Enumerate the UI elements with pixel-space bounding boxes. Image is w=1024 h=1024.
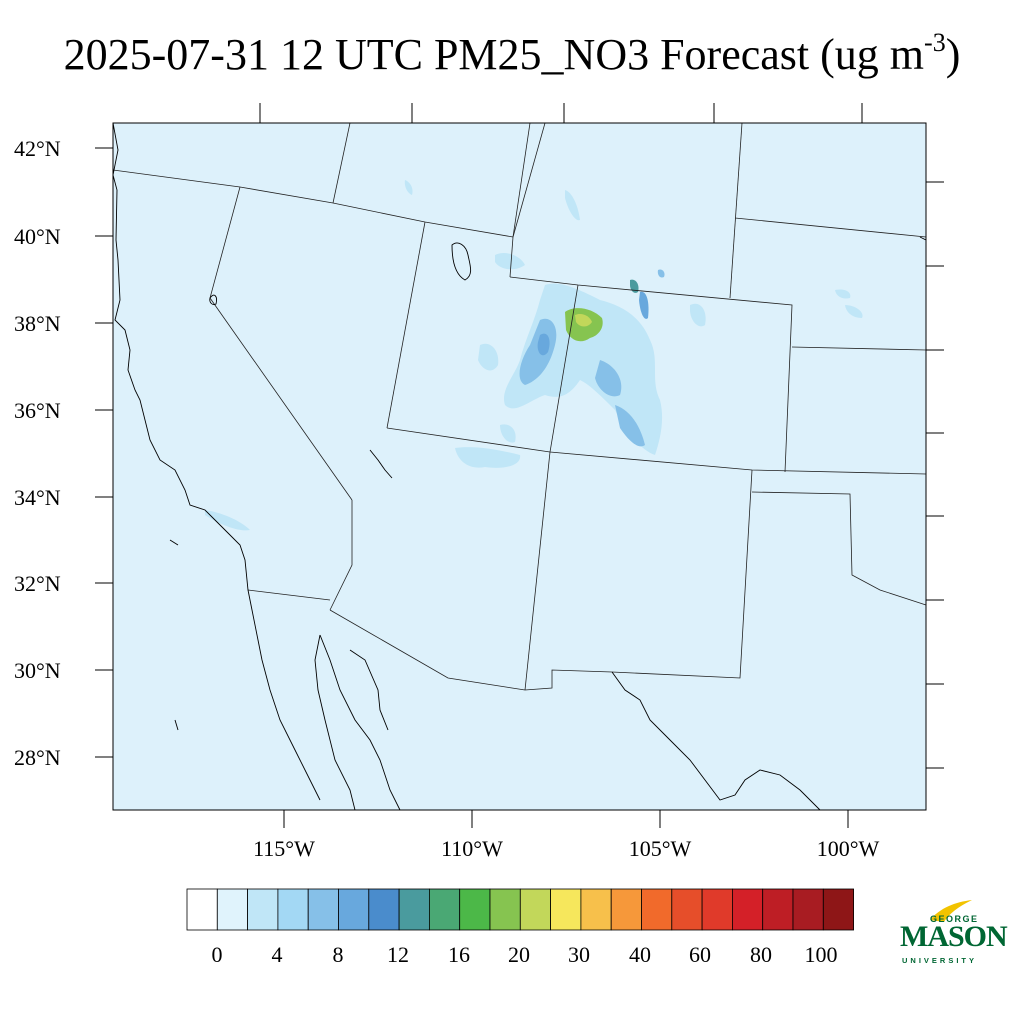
lon-label: 105°W [628, 836, 692, 861]
state-boundaries [112, 122, 927, 691]
colorbar-swatch [732, 888, 764, 931]
gmu-logo: GEORGE MASON UNIVERSITY [896, 898, 1008, 968]
colorbar-swatch [762, 888, 794, 931]
lon-label: 110°W [441, 836, 503, 861]
lon-label: 115°W [253, 836, 315, 861]
colorbar-swatch [489, 888, 521, 931]
colorbar-swatch [459, 888, 491, 931]
colorbar-swatch [580, 888, 612, 931]
colorbar-swatch [186, 888, 218, 931]
lat-label: 32°N [14, 571, 61, 596]
lat-label: 30°N [14, 658, 61, 683]
colorbar [186, 888, 854, 931]
colorbar-swatch [701, 888, 733, 931]
lon-label: 100°W [816, 836, 880, 861]
top-ticks [259, 103, 863, 123]
map-frame [112, 122, 927, 811]
colorbar-swatch [610, 888, 642, 931]
colorbar-label: 60 [689, 942, 711, 967]
lat-label: 34°N [14, 485, 61, 510]
concentration-field [205, 180, 863, 531]
lat-label: 28°N [14, 745, 61, 770]
map-background [113, 123, 926, 810]
lat-ticks [95, 147, 113, 758]
lon-ticks [283, 810, 849, 828]
lat-label: 36°N [14, 398, 61, 423]
colorbar-swatch [216, 888, 249, 931]
lat-label: 38°N [14, 311, 61, 336]
colorbar-label: 100 [804, 942, 838, 967]
colorbar-label: 0 [211, 942, 223, 967]
colorbar-swatch [247, 888, 279, 931]
colorbar-swatch [671, 888, 703, 931]
coastlines [112, 122, 927, 811]
colorbar-swatch [822, 888, 854, 931]
colorbar-swatch [368, 888, 400, 931]
logo-george-text: GEORGE [930, 914, 979, 924]
colorbar-swatch [550, 888, 582, 931]
title-text: 2025-07-31 12 UTC PM25_NO3 Forecast (ug … [63, 30, 925, 79]
colorbar-label: 8 [332, 942, 344, 967]
colorbar-swatch [307, 888, 339, 931]
colorbar-swatch [792, 888, 824, 931]
map-title: 2025-07-31 12 UTC PM25_NO3 Forecast (ug … [0, 28, 1024, 80]
logo-university-text: UNIVERSITY [902, 956, 978, 965]
colorbar-swatch [428, 888, 461, 931]
colorbar-swatch [519, 888, 551, 931]
colorbar-label: 16 [448, 942, 470, 967]
colorbar-label: 40 [629, 942, 651, 967]
colorbar-label: 30 [568, 942, 590, 967]
title-exponent: -3 [924, 28, 946, 57]
colorbar-swatch [398, 888, 430, 931]
title-close: ) [945, 30, 961, 79]
colorbar-label: 12 [387, 942, 409, 967]
colorbar-swatch [277, 888, 309, 931]
colorbar-label: 80 [750, 942, 772, 967]
logo-mason-text: MASON [900, 920, 1008, 953]
right-ticks [926, 181, 944, 769]
lat-label: 42°N [14, 136, 61, 161]
colorbar-swatch [338, 888, 370, 931]
logo-swoosh [930, 900, 972, 922]
colorbar-label: 20 [508, 942, 530, 967]
colorbar-swatch [641, 888, 673, 931]
colorbar-label: 4 [271, 942, 283, 967]
lat-label: 40°N [14, 224, 61, 249]
